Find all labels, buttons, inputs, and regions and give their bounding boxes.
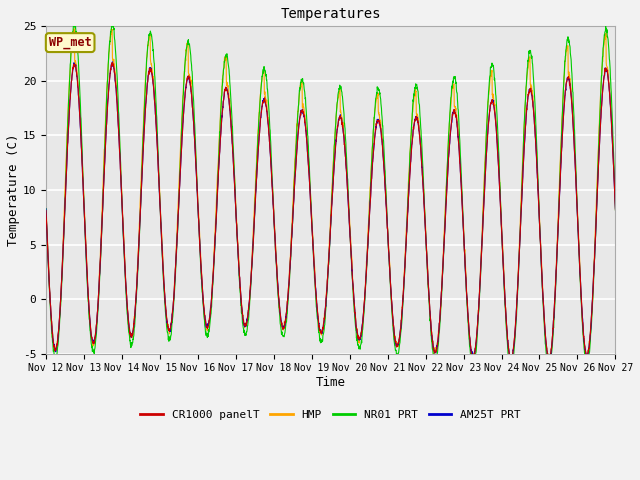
- CR1000 panelT: [497, 203, 504, 209]
- HMP: [497, 197, 504, 203]
- NR01 PRT: [577, 303, 585, 309]
- HMP: [108, 26, 115, 32]
- AM25T PRT: [562, 86, 570, 92]
- CR1000 panelT: [360, 304, 367, 310]
- AM25T PRT: [497, 201, 504, 207]
- CR1000 panelT: [348, 255, 355, 261]
- AM25T PRT: [201, 314, 209, 320]
- Legend: CR1000 panelT, HMP, NR01 PRT, AM25T PRT: CR1000 panelT, HMP, NR01 PRT, AM25T PRT: [136, 405, 525, 424]
- HMP: [201, 313, 209, 319]
- NR01 PRT: [508, 367, 515, 372]
- CR1000 panelT: [577, 297, 585, 303]
- Line: NR01 PRT: NR01 PRT: [46, 24, 616, 370]
- Title: Temperatures: Temperatures: [280, 7, 381, 21]
- HMP: [612, 201, 620, 206]
- AM25T PRT: [109, 59, 116, 65]
- HMP: [360, 307, 367, 313]
- CR1000 panelT: [42, 208, 50, 214]
- NR01 PRT: [70, 21, 77, 26]
- HMP: [42, 201, 50, 207]
- NR01 PRT: [360, 312, 367, 317]
- Line: HMP: HMP: [46, 29, 616, 361]
- Y-axis label: Temperature (C): Temperature (C): [7, 134, 20, 246]
- NR01 PRT: [497, 196, 504, 202]
- AM25T PRT: [507, 358, 515, 364]
- NR01 PRT: [42, 205, 50, 211]
- CR1000 panelT: [612, 207, 620, 213]
- X-axis label: Time: Time: [316, 376, 346, 389]
- Line: AM25T PRT: AM25T PRT: [46, 62, 616, 361]
- HMP: [348, 252, 355, 257]
- AM25T PRT: [612, 206, 620, 212]
- AM25T PRT: [577, 297, 585, 302]
- CR1000 panelT: [562, 87, 570, 93]
- AM25T PRT: [348, 255, 355, 261]
- HMP: [545, 358, 552, 364]
- AM25T PRT: [360, 306, 367, 312]
- CR1000 panelT: [201, 316, 209, 322]
- Line: CR1000 panelT: CR1000 panelT: [46, 62, 616, 361]
- NR01 PRT: [348, 257, 355, 263]
- HMP: [577, 293, 585, 299]
- HMP: [562, 56, 570, 61]
- CR1000 panelT: [108, 60, 116, 65]
- CR1000 panelT: [507, 358, 515, 364]
- NR01 PRT: [612, 207, 620, 213]
- NR01 PRT: [201, 324, 209, 330]
- AM25T PRT: [42, 206, 50, 212]
- NR01 PRT: [562, 53, 570, 59]
- Text: WP_met: WP_met: [49, 36, 92, 49]
